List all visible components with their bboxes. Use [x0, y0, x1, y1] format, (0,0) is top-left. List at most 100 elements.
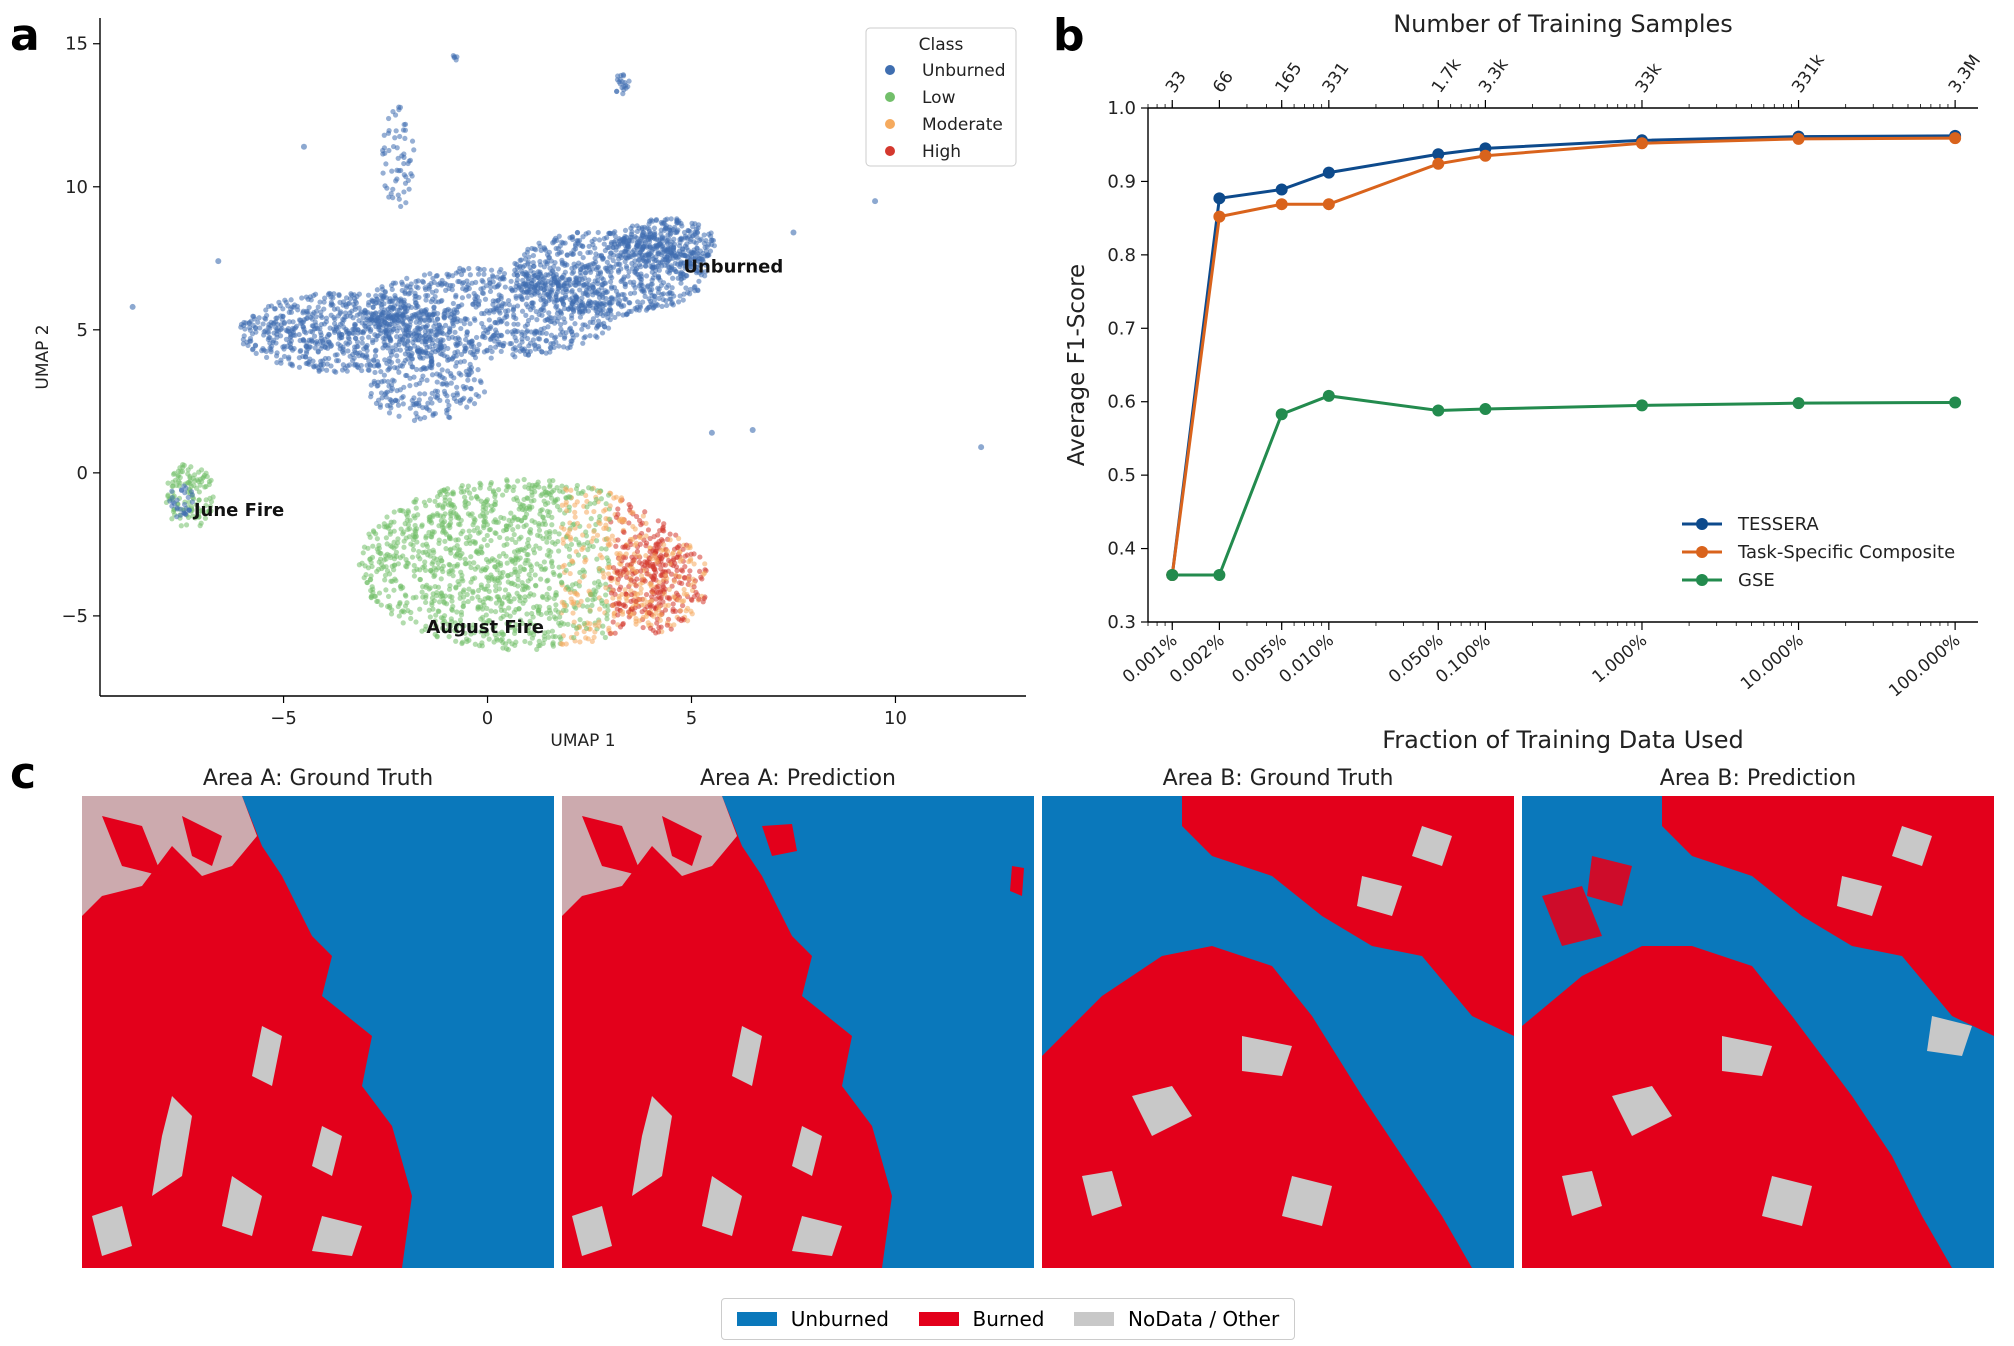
legend-label-burned: Burned [972, 1307, 1045, 1331]
y-axis-label: Average F1-Score [1064, 264, 1090, 466]
series-line-tessera [1170, 134, 1956, 576]
series-point [1635, 399, 1648, 412]
legend-item-burned: Burned [918, 1307, 1045, 1331]
y-tick-label: 0.7 [1107, 318, 1136, 339]
legend-swatch-unburned [736, 1312, 777, 1326]
series-point [1275, 408, 1288, 421]
legend-label: GSE [1738, 570, 1775, 591]
x-tick-label: 5 [686, 708, 697, 729]
legend-swatch-nodata [1074, 1312, 1115, 1326]
series-point [1432, 404, 1445, 417]
y-tick-label: 0.9 [1107, 171, 1136, 192]
chart-title: Number of Training Samples [1393, 10, 1733, 38]
top-tick-label: 3.3k [1475, 55, 1513, 97]
map-legend: Unburned Burned NoData / Other [721, 1298, 1295, 1340]
series-point [1635, 137, 1648, 150]
y-tick-label: 0 [77, 463, 88, 484]
map-title-a-gt: Area A: Ground Truth [202, 766, 434, 791]
legend-item-nodata: NoData / Other [1074, 1307, 1279, 1331]
legend-marker [1696, 546, 1708, 558]
series-point [1213, 569, 1226, 582]
x-axis-label: UMAP 1 [550, 731, 615, 751]
f1-line-chart: 0.001%330.002%660.005%1650.010%3310.050%… [1064, 10, 1985, 754]
x-tick-label: 10.000% [1737, 631, 1808, 695]
series-point [1213, 210, 1226, 223]
x-tick-label: 100.000% [1885, 631, 1964, 702]
legend-label-moderate: Moderate [922, 115, 1003, 135]
y-tick-label: 10 [65, 177, 88, 198]
legend-swatch-burned [918, 1312, 959, 1326]
top-tick-label: 33 [1162, 68, 1191, 97]
panel-label-b: b [1053, 10, 1085, 61]
y-tick-label: 0.5 [1107, 465, 1136, 486]
cluster-annotation: Unburned [683, 257, 783, 278]
legend-label: TESSERA [1737, 514, 1819, 535]
legend-label-high: High [922, 142, 961, 162]
top-tick-label: 331k [1788, 51, 1829, 97]
legend-label: Task-Specific Composite [1737, 542, 1955, 563]
legend-label-unburned: Unburned [790, 1307, 889, 1331]
y-tick-label: 1.0 [1107, 98, 1136, 119]
legend-marker-low [885, 92, 895, 102]
scatter-points [129, 52, 985, 653]
series-point [1479, 403, 1492, 416]
map-area-a-ground-truth [82, 796, 554, 1268]
legend-marker-moderate [885, 119, 895, 129]
series-point [1432, 157, 1445, 170]
x-tick-label: 10 [884, 708, 907, 729]
legend-marker-unburned [885, 65, 895, 75]
legend-marker [1696, 574, 1708, 586]
series-point [1166, 569, 1179, 582]
map-title-b-gt: Area B: Ground Truth [1162, 766, 1394, 791]
map-title-a-pred: Area A: Prediction [700, 766, 896, 791]
map-area-a-prediction [562, 796, 1034, 1268]
legend-marker [1696, 518, 1708, 530]
series-line-task-specific-composite [1170, 136, 1956, 576]
series-point [1322, 389, 1335, 402]
top-tick-label: 331 [1319, 59, 1354, 97]
y-tick-label: 5 [77, 320, 88, 341]
x-tick-label: 0 [482, 708, 493, 729]
top-tick-label: 66 [1209, 68, 1238, 97]
panel-label-c: c [10, 748, 37, 799]
top-tick-label: 165 [1271, 59, 1306, 97]
series-point [1275, 183, 1288, 196]
top-tick-label: 33k [1632, 59, 1667, 96]
legend-marker-high [885, 146, 895, 156]
series-point [1275, 198, 1288, 211]
panel-label-a: a [10, 10, 40, 61]
series-point [1479, 149, 1492, 162]
x-tick-label: 1.000% [1589, 631, 1652, 688]
x-axis-label: Fraction of Training Data Used [1382, 726, 1744, 754]
series-point [1322, 166, 1335, 179]
y-axis-label: UMAP 2 [33, 324, 53, 389]
map-title-b-pred: Area B: Prediction [1659, 766, 1857, 791]
legend-label-low: Low [922, 88, 956, 108]
series-point [1322, 198, 1335, 211]
series-point [1949, 132, 1962, 145]
legend-label-unburned: Unburned [922, 61, 1006, 81]
y-tick-label: 0.3 [1107, 612, 1136, 633]
series-point [1949, 396, 1962, 409]
x-tick-label: −5 [270, 708, 297, 729]
top-tick-label: 1.7k [1428, 55, 1466, 97]
map-area-b-ground-truth [1042, 796, 1514, 1268]
cluster-annotation: June Fire [192, 500, 284, 521]
series-point [1213, 192, 1226, 205]
scatter-legend-title: Class [919, 35, 964, 55]
y-tick-label: 0.8 [1107, 245, 1136, 266]
series-point [1432, 148, 1445, 161]
y-tick-label: 0.6 [1107, 392, 1136, 413]
top-tick-label: 3.3M [1945, 51, 1985, 97]
series-point [1792, 132, 1805, 145]
scatter-legend-box [865, 27, 1017, 167]
y-tick-label: −5 [61, 606, 88, 627]
legend-item-unburned: Unburned [736, 1307, 889, 1331]
series-point [1792, 397, 1805, 410]
y-tick-label: 0.4 [1107, 539, 1136, 560]
umap-scatter-chart: −5 0 5 10 −5 0 5 10 15 UMAP 1 UMAP 2 Unburned June F… [33, 18, 1026, 751]
cluster-annotation: August Fire [426, 617, 544, 638]
legend-label-nodata: NoData / Other [1128, 1307, 1280, 1331]
y-tick-label: 15 [65, 34, 88, 55]
map-area-b-prediction [1522, 796, 1994, 1268]
